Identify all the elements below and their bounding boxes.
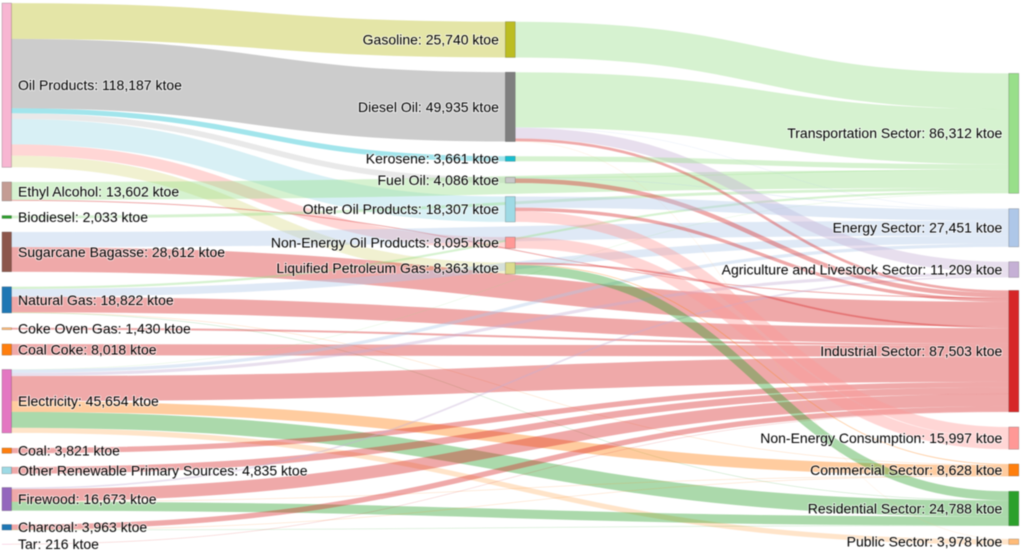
svg-text:Non-Energy Oil Products: 8,095: Non-Energy Oil Products: 8,095 ktoe <box>271 235 499 251</box>
svg-text:Other Renewable Primary Source: Other Renewable Primary Sources: 4,835 k… <box>18 462 308 478</box>
svg-text:Natural Gas: 18,822 ktoe: Natural Gas: 18,822 ktoe <box>18 292 174 308</box>
svg-text:Energy Sector: 27,451 ktoe: Energy Sector: 27,451 ktoe <box>833 220 1003 236</box>
svg-text:Industrial Sector: 87,503 ktoe: Industrial Sector: 87,503 ktoe <box>820 343 1002 359</box>
svg-text:Kerosene: 3,661 ktoe: Kerosene: 3,661 ktoe <box>366 151 499 167</box>
svg-text:Public Sector: 3,978 ktoe: Public Sector: 3,978 ktoe <box>847 534 1003 550</box>
svg-text:Tar: 216 ktoe: Tar: 216 ktoe <box>18 536 99 552</box>
svg-text:Residential Sector: 24,788 kto: Residential Sector: 24,788 ktoe <box>808 500 1003 516</box>
svg-text:Transportation Sector: 86,312: Transportation Sector: 86,312 ktoe <box>787 125 1002 141</box>
svg-text:Agriculture and Livestock Sect: Agriculture and Livestock Sector: 11,209… <box>722 261 1003 277</box>
svg-text:Non-Energy Consumption: 15,997: Non-Energy Consumption: 15,997 ktoe <box>760 430 1002 446</box>
svg-text:Sugarcane Bagasse: 28,612 ktoe: Sugarcane Bagasse: 28,612 ktoe <box>18 244 225 260</box>
svg-text:Other Oil Products: 18,307 kto: Other Oil Products: 18,307 ktoe <box>303 201 499 217</box>
svg-text:Coal Coke: 8,018 ktoe: Coal Coke: 8,018 ktoe <box>18 341 157 357</box>
svg-text:Biodiesel: 2,033 ktoe: Biodiesel: 2,033 ktoe <box>18 209 148 225</box>
svg-text:Coke Oven Gas: 1,430 ktoe: Coke Oven Gas: 1,430 ktoe <box>18 321 191 337</box>
svg-text:Liquified Petroleum Gas: 8,363: Liquified Petroleum Gas: 8,363 ktoe <box>276 260 499 276</box>
svg-text:Ethyl Alcohol: 13,602 ktoe: Ethyl Alcohol: 13,602 ktoe <box>18 183 179 199</box>
svg-text:Charcoal: 3,963 ktoe: Charcoal: 3,963 ktoe <box>18 519 147 535</box>
svg-text:Firewood: 16,673 ktoe: Firewood: 16,673 ktoe <box>18 491 157 507</box>
svg-text:Electricity: 45,654 ktoe: Electricity: 45,654 ktoe <box>18 393 159 409</box>
svg-text:Gasoline: 25,740 ktoe: Gasoline: 25,740 ktoe <box>363 31 499 47</box>
svg-text:Commercial Sector: 8,628 ktoe: Commercial Sector: 8,628 ktoe <box>810 462 1002 478</box>
svg-text:Oil Products: 118,187 ktoe: Oil Products: 118,187 ktoe <box>18 77 182 93</box>
svg-text:Diesel Oil: 49,935 ktoe: Diesel Oil: 49,935 ktoe <box>358 99 499 115</box>
svg-text:Fuel Oil: 4,086 ktoe: Fuel Oil: 4,086 ktoe <box>377 172 499 188</box>
svg-text:Coal: 3,821 ktoe: Coal: 3,821 ktoe <box>18 443 120 459</box>
